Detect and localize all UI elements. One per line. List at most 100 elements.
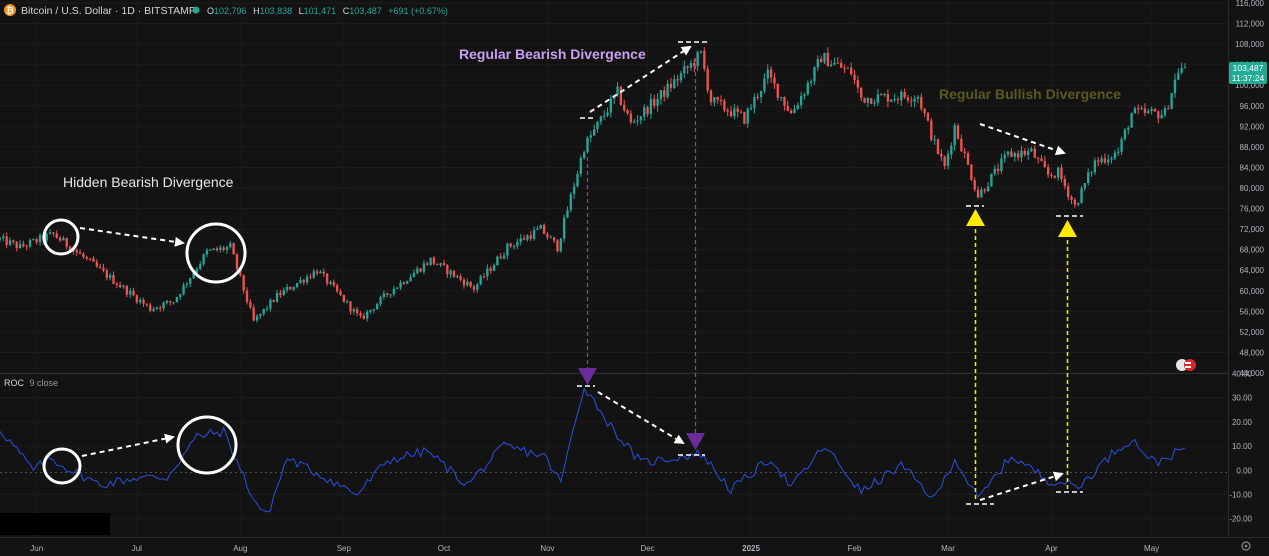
candle-body (105, 270, 108, 278)
candle-body (552, 237, 556, 241)
roc-tick-label: -20.00 (1229, 515, 1252, 524)
candle-body (699, 50, 703, 53)
candle-body (963, 151, 966, 154)
candle-body (58, 237, 62, 241)
time-tick-label: Aug (233, 544, 247, 553)
price-tick-label: 84,000 (1240, 163, 1265, 172)
candle-body (976, 189, 980, 198)
candle-body (419, 268, 422, 272)
time-tick-label: Sep (337, 544, 352, 553)
candle-body (596, 121, 599, 130)
roc-indicator-label[interactable]: ROC 9 close (4, 378, 58, 388)
candle-body (482, 276, 486, 278)
candle-body (663, 90, 666, 97)
candle-body (1013, 153, 1016, 157)
events-flag-icon[interactable] (1176, 359, 1196, 371)
candle-body (1153, 109, 1157, 112)
candle-body (275, 292, 279, 302)
candle-body (646, 107, 649, 115)
candle-body (576, 173, 579, 187)
candle-body (856, 80, 860, 88)
candle-body (833, 62, 836, 65)
candle-body (950, 145, 953, 155)
candle-body (372, 309, 376, 311)
candle-body (289, 286, 292, 290)
candle-body (1050, 174, 1053, 176)
candle-body (1110, 158, 1113, 160)
roc-tick-label: 40.00 (1232, 370, 1253, 379)
candle-body (629, 113, 633, 123)
price-tick-label: 72,000 (1240, 225, 1265, 234)
candle-body (255, 315, 259, 321)
candle-body (489, 268, 492, 271)
candle-body (315, 271, 319, 274)
candle-body (325, 273, 329, 284)
candle-body (546, 233, 549, 238)
candle-body (599, 116, 603, 122)
candle-body (569, 194, 572, 211)
candle-body (759, 90, 763, 98)
candle-body (219, 247, 222, 251)
symbol-header[interactable]: ₿ Bitcoin / U.S. Dollar · 1D · BITSTAMP … (4, 4, 448, 17)
candle-body (305, 276, 309, 283)
candle-body (135, 295, 139, 303)
candle-body (529, 235, 532, 239)
candle-body (636, 120, 639, 122)
candle-body (643, 107, 646, 117)
candle-body (165, 301, 169, 303)
candle-body (402, 282, 406, 284)
candle-body (479, 276, 482, 285)
candle-body (1063, 179, 1066, 187)
candle-body (182, 284, 185, 295)
candle-body (98, 266, 102, 268)
candle-body (572, 186, 576, 195)
candle-body (756, 96, 759, 98)
candle-body (416, 268, 419, 273)
candle-body (145, 303, 149, 305)
candle-body (619, 86, 623, 105)
candle-body (1170, 93, 1173, 109)
candle-body (472, 286, 476, 290)
candle-body (659, 90, 663, 99)
candle-body (703, 50, 706, 69)
price-tick-label: 92,000 (1240, 122, 1265, 131)
candle-body (509, 243, 512, 247)
candle-body (319, 271, 322, 274)
candle-body (786, 105, 789, 111)
symbol-title[interactable]: Bitcoin / U.S. Dollar · 1D · BITSTAMP (21, 5, 196, 17)
candle-body (709, 90, 713, 103)
time-tick-label: Jul (132, 544, 142, 553)
time-axis[interactable]: Jun Jul Aug Sep Oct Nov Dec 2025 Feb Mar Apr May (30, 544, 1159, 553)
candle-body (399, 282, 402, 288)
candle-body (1160, 114, 1163, 119)
candle-body (883, 94, 886, 96)
candle-body (1000, 158, 1003, 171)
candle-body (469, 281, 472, 287)
candle-body (986, 186, 990, 191)
candle-body (512, 246, 516, 248)
candle-body (836, 62, 840, 64)
candle-body (806, 82, 809, 95)
roc-axis[interactable]: 40.00 30.00 20.00 10.00 0.00 -10.00 -20.00 (1229, 370, 1252, 524)
candle-body (179, 294, 182, 298)
candle-body (172, 302, 175, 304)
candle-body (716, 97, 719, 100)
candle-body (62, 237, 65, 241)
candle-body (566, 210, 569, 218)
candle-body (549, 237, 552, 239)
candle-body (282, 290, 285, 296)
candle-body (75, 250, 78, 253)
gear-icon[interactable] (1241, 541, 1251, 551)
candle-body (1080, 188, 1083, 204)
candle-body (1157, 111, 1160, 119)
candle-body (796, 105, 799, 109)
candle-body (55, 233, 58, 238)
candle-body (873, 102, 876, 104)
candle-body (966, 153, 970, 165)
last-price-tag[interactable]: 103,487 11:37:24 (1229, 62, 1267, 84)
market-status-icon[interactable] (192, 6, 200, 14)
candle-body (369, 309, 372, 312)
candle-body (746, 108, 749, 124)
candle-body (946, 154, 950, 166)
hidden-bearish-roc-circle-2 (176, 415, 238, 475)
